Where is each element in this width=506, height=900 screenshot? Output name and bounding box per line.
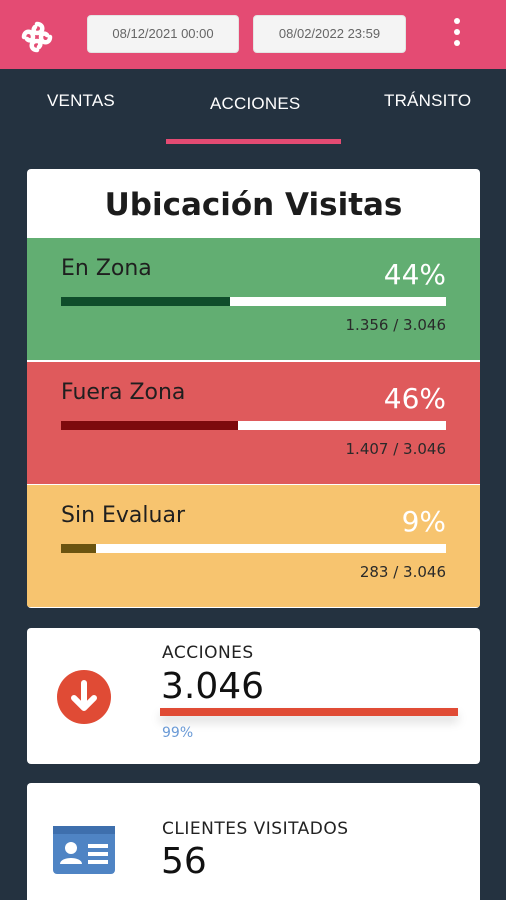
end-date-input[interactable]: 08/02/2022 23:59 xyxy=(253,15,406,53)
more-menu-icon[interactable] xyxy=(448,18,466,46)
acciones-label: ACCIONES xyxy=(162,643,254,663)
tab-ventas[interactable]: VENTAS xyxy=(47,91,115,110)
card-title: Ubicación Visitas xyxy=(104,187,403,223)
zone-percent: 44% xyxy=(383,258,446,291)
zone-percent: 46% xyxy=(383,382,446,415)
clientes-value: 56 xyxy=(161,841,207,882)
acciones-percent: 99% xyxy=(162,725,194,741)
start-date-input[interactable]: 08/12/2021 00:00 xyxy=(87,15,239,53)
zone-label: En Zona xyxy=(61,256,152,281)
arrow-down-circle-icon xyxy=(57,670,111,724)
zone-progress-fill xyxy=(61,421,239,430)
tab-acciones[interactable]: ACCIONES xyxy=(210,94,301,113)
zone-label: Sin Evaluar xyxy=(61,503,185,528)
top-app-bar: 08/12/2021 00:00 08/02/2022 23:59 xyxy=(0,0,506,69)
zone-progress-track xyxy=(61,544,446,553)
ubicacion-visitas-card: Ubicación Visitas En Zona 44% 1.356 / 3.… xyxy=(27,169,480,608)
acciones-value: 3.046 xyxy=(161,666,265,707)
zone-label: Fuera Zona xyxy=(61,380,186,405)
active-tab-indicator xyxy=(166,139,341,144)
zone-en-zona[interactable]: En Zona 44% 1.356 / 3.046 xyxy=(27,238,480,360)
clientes-visitados-card[interactable]: CLIENTES VISITADOS 56 xyxy=(27,783,480,900)
zone-fuera-zona[interactable]: Fuera Zona 46% 1.407 / 3.046 xyxy=(27,362,480,484)
id-card-icon xyxy=(53,826,115,874)
tab-bar: VENTAS ACCIONES TRÁNSITO xyxy=(0,69,506,149)
app-logo-icon[interactable] xyxy=(20,20,54,54)
zone-progress-fill xyxy=(61,544,96,553)
zone-count: 283 / 3.046 xyxy=(359,563,446,581)
zone-count: 1.356 / 3.046 xyxy=(345,316,446,334)
acciones-progress-bar xyxy=(160,708,458,716)
zone-progress-track xyxy=(61,297,446,306)
zone-sin-evaluar[interactable]: Sin Evaluar 9% 283 / 3.046 xyxy=(27,485,480,607)
zone-progress-track xyxy=(61,421,446,430)
zone-percent: 9% xyxy=(401,505,446,538)
clientes-label: CLIENTES VISITADOS xyxy=(162,819,349,839)
zone-progress-fill xyxy=(61,297,231,306)
tab-transito[interactable]: TRÁNSITO xyxy=(384,91,472,110)
acciones-card[interactable]: ACCIONES 3.046 99% xyxy=(27,628,480,764)
zone-count: 1.407 / 3.046 xyxy=(345,440,446,458)
